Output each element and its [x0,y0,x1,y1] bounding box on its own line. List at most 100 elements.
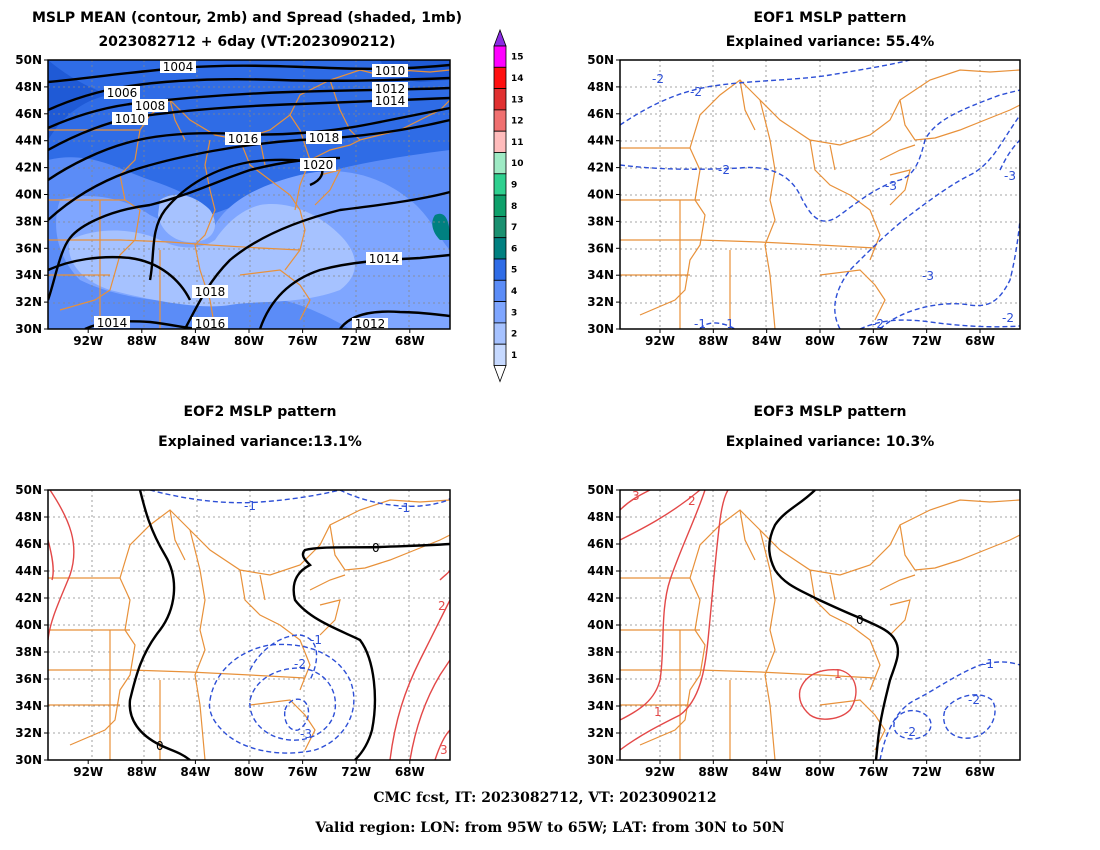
panel2-contour-labels: -2 -2 -2 -3 -3 -3 -2 -2 -1 -1 [652,72,1016,331]
y-tick-label: 42N [15,161,42,175]
x-tick-label: 80W [234,765,264,779]
y-tick-label: 38N [587,214,614,228]
panel4-contour-labels: 3 2 0 1 1 -1 -2 -2 [632,490,994,739]
eof2-label-6: -3 [300,727,312,741]
colorbar-swatch [493,215,507,239]
eof1-label-10: -1 [722,317,734,331]
label-1012a: 1012 [375,82,406,96]
y-tick-label: 44N [15,134,42,148]
label-1014a: 1014 [375,94,406,108]
panel4-map-boundaries [620,499,1020,760]
y-tick-label: 50N [15,483,42,497]
y-tick-label: 40N [15,188,42,202]
colorbar-swatch [493,258,507,281]
y-tick-label: 30N [15,753,42,767]
y-tick-label: 50N [587,483,614,497]
colorbar-swatch [493,343,507,366]
y-tick-label: 34N [15,699,42,713]
colorbar-label: 1 [511,351,517,361]
x-tick-label: 84W [180,334,210,348]
x-tick-label: 92W [73,334,103,348]
panel3-subtitle: Explained variance:13.1% [158,434,362,450]
y-tick-label: 30N [587,753,614,767]
y-tick-label: 32N [15,295,42,309]
label-1016b: 1016 [195,317,226,331]
x-tick-label: 88W [698,334,728,348]
eof1-label-8: -2 [1002,311,1014,325]
label-1014b: 1014 [369,252,400,266]
y-tick-label: 36N [587,241,614,255]
y-tick-label: 34N [15,268,42,282]
y-tick-label: 50N [587,53,614,67]
eof2-label-7: 0 [156,739,164,753]
panel1-title: MSLP MEAN (contour, 2mb) and Spread (sha… [32,10,462,26]
colorbar-label: 11 [511,138,524,148]
panel4-zero-contour [768,490,900,760]
x-tick-label: 92W [645,334,675,348]
panel1-contour-labels: 1004 1006 1008 1010 1010 1012 1014 1016 … [94,60,408,331]
x-tick-label: 72W [341,334,371,348]
panel4-negative-contours [879,661,1020,760]
eof2-label-4: -1 [310,633,322,647]
colorbar-swatch [493,152,507,175]
x-tick-label: 76W [858,765,888,779]
colorbar-swatch [493,45,507,68]
y-tick-label: 46N [587,537,614,551]
y-tick-label: 32N [15,726,42,740]
x-tick-label: 68W [965,765,995,779]
panel3-title: EOF2 MSLP pattern [183,404,337,420]
x-tick-label: 68W [395,334,425,348]
colorbar-label: 15 [511,53,524,63]
panel4-plot: 3 2 0 1 1 -1 -2 -2 [620,490,1020,760]
x-tick-label: 92W [73,765,103,779]
colorbar-swatch [493,130,507,153]
x-tick-label: 76W [288,765,318,779]
eof1-label-4: -3 [885,179,897,193]
y-tick-label: 40N [587,188,614,202]
label-1008: 1008 [135,99,166,113]
y-tick-label: 34N [587,699,614,713]
y-tick-label: 48N [15,510,42,524]
colorbar-swatch [493,173,507,196]
y-tick-label: 50N [15,53,42,67]
y-tick-label: 42N [15,591,42,605]
y-tick-label: 44N [15,564,42,578]
panel1-subtitle: 2023082712 + 6day (VT:2023090212) [98,34,396,50]
y-tick-label: 38N [15,214,42,228]
panel1-plot: 1004 1006 1008 1010 1010 1012 1014 1016 … [48,60,450,331]
colorbar-label: 9 [511,180,517,190]
eof2-label-3: 0 [372,541,380,555]
colorbar-label: 5 [511,266,517,276]
label-1014c: 1014 [97,316,128,330]
panel3-map-boundaries [48,499,450,760]
colorbar-label: 8 [511,202,517,212]
colorbar-swatch [493,88,507,111]
colorbar-top-arrow [493,28,507,47]
eof1-label-7: -2 [872,317,884,331]
y-tick-label: 48N [587,510,614,524]
colorbar-swatch [493,194,507,217]
x-tick-label: 84W [752,334,782,348]
y-tick-label: 40N [587,618,614,632]
colorbar-label: 3 [511,308,517,318]
y-tick-label: 32N [587,726,614,740]
colorbar-bottom-arrow [493,365,507,383]
panel3-zero-contour [128,490,450,760]
panel4-title: EOF3 MSLP pattern [753,404,907,420]
eof1-label-5: -3 [1004,169,1016,183]
eof1-label-9: -1 [694,317,706,331]
y-tick-label: 32N [587,295,614,309]
label-1012b: 1012 [355,317,386,331]
y-tick-label: 48N [15,80,42,94]
colorbar-swatch [493,109,507,132]
y-tick-label: 34N [587,268,614,282]
eof1-label-6: -3 [922,269,934,283]
label-1006: 1006 [107,86,138,100]
label-1004: 1004 [163,60,194,74]
y-tick-label: 38N [15,645,42,659]
footer-line1: CMC fcst, IT: 2023082712, VT: 2023090212 [373,790,717,806]
panel4-positive-contours [620,490,857,751]
y-tick-label: 44N [587,564,614,578]
eof2-label-8: 3 [440,743,448,757]
panel3-contour-labels: -1 -1 0 -1 -2 -3 0 3 2 [156,499,448,757]
